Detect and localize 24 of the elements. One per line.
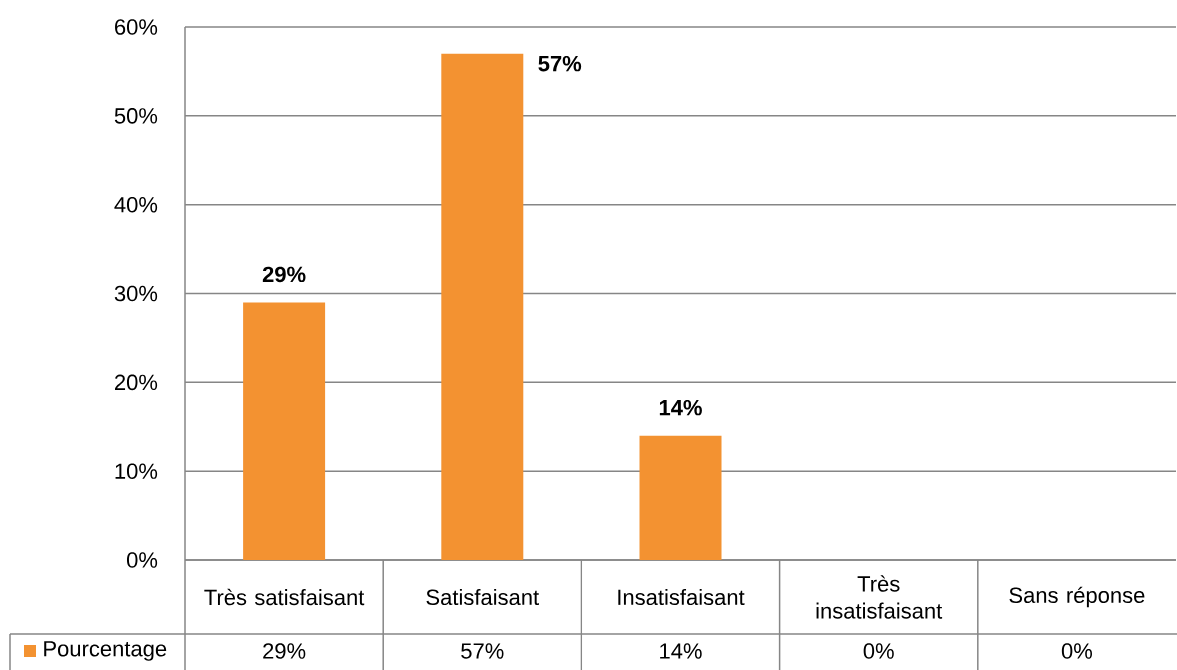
text: 57%	[538, 55, 582, 72]
data-label: 14%	[660, 643, 702, 659]
text: 14%	[659, 399, 702, 416]
data-label: 57%	[461, 643, 504, 659]
data-label: 0%	[863, 643, 894, 659]
y-tick-label: 50%	[114, 108, 158, 124]
bar	[639, 435, 722, 560]
x-tick-label: Sans réponse	[1009, 586, 1145, 608]
text: 29%	[262, 266, 306, 283]
data-label: 29%	[263, 643, 306, 659]
data-label: 0%	[1061, 643, 1092, 659]
y-tick-label: 60%	[115, 19, 158, 35]
x-tick-label: Insatisfaisant	[618, 588, 745, 606]
legend-label: Pourcentage	[44, 641, 167, 661]
x-tick-label: Très satisfaisant	[204, 588, 365, 606]
y-tick-label: 20%	[115, 374, 158, 391]
bar	[243, 302, 326, 560]
x-tick-label: Satisfaisant	[426, 588, 539, 606]
y-tick-label: 40%	[114, 196, 158, 213]
y-tick-label: 0%	[126, 552, 158, 568]
bar	[441, 53, 524, 560]
x-tick-label: Très insatisfaisant	[816, 575, 943, 619]
y-tick-label: 10%	[115, 463, 158, 479]
y-tick-label: 30%	[114, 285, 158, 302]
